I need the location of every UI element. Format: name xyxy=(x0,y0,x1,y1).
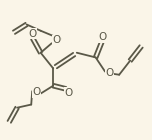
Text: O: O xyxy=(99,32,107,42)
Text: O: O xyxy=(52,35,60,46)
Text: O: O xyxy=(64,88,73,98)
Text: O: O xyxy=(32,87,40,97)
Text: O: O xyxy=(105,68,114,78)
Text: O: O xyxy=(28,29,36,39)
